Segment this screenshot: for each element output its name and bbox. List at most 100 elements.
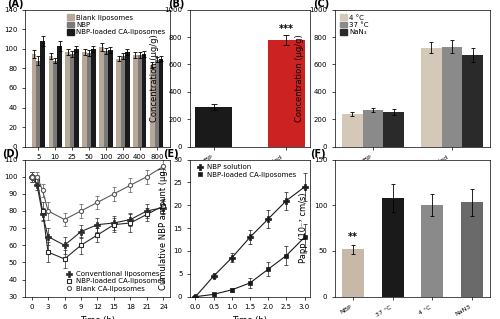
Blank CA-liposomes <box>62 218 68 221</box>
Text: (D): (D) <box>2 149 19 159</box>
Blank CA-liposomes <box>160 165 166 168</box>
NBP-loaded CA-liposomes <box>229 288 235 292</box>
Blank CA-liposomes <box>128 183 134 187</box>
Bar <box>100 47 104 147</box>
Bar <box>382 198 404 297</box>
Legend: Conventional liposomes, NBP-loaded CA-liposomes, Blank CA-liposomes: Conventional liposomes, NBP-loaded CA-li… <box>62 270 166 293</box>
Bar <box>159 59 164 147</box>
NBP-loaded CA-liposomes <box>284 254 290 257</box>
Bar <box>342 249 364 297</box>
Text: (A): (A) <box>8 0 24 9</box>
Bar <box>362 110 383 147</box>
NBP-loaded CA-liposomes <box>45 250 51 254</box>
Bar <box>48 56 53 147</box>
Text: (F): (F) <box>310 149 326 159</box>
Y-axis label: Papp (10⁻⁷ cm/s): Papp (10⁻⁷ cm/s) <box>300 193 308 263</box>
Bar <box>66 52 70 147</box>
Bar <box>138 55 142 147</box>
X-axis label: Time (h): Time (h) <box>80 316 115 319</box>
Bar <box>58 46 62 147</box>
Bar <box>70 54 74 147</box>
Legend: 4 °C, 37 °C, NaN₃: 4 °C, 37 °C, NaN₃ <box>338 13 370 37</box>
Text: **: ** <box>348 232 358 242</box>
Bar <box>87 53 91 147</box>
Bar <box>422 205 444 297</box>
Bar <box>142 54 146 147</box>
Blank CA-liposomes <box>111 192 117 196</box>
Text: (C): (C) <box>314 0 330 9</box>
Conventional liposomes <box>144 209 150 213</box>
Text: (E): (E) <box>164 149 179 159</box>
NBP solution <box>247 235 253 239</box>
NBP-loaded CA-liposomes <box>265 267 271 271</box>
Bar <box>120 56 125 147</box>
Bar <box>462 55 483 147</box>
Bar <box>442 47 462 147</box>
Blank CA-liposomes <box>28 175 34 179</box>
NBP-loaded CA-liposomes <box>192 295 198 299</box>
NBP solution <box>302 185 308 189</box>
Bar <box>342 114 362 147</box>
NBP solution <box>265 217 271 221</box>
NBP solution <box>284 199 290 203</box>
NBP-loaded CA-liposomes <box>111 223 117 226</box>
Bar <box>74 49 78 147</box>
NBP-loaded CA-liposomes <box>28 175 34 179</box>
NBP solution <box>229 256 235 260</box>
Conventional liposomes <box>111 221 117 225</box>
NBP-loaded CA-liposomes <box>34 178 40 182</box>
NBP-loaded CA-liposomes <box>302 235 308 239</box>
Conventional liposomes <box>128 218 134 221</box>
Bar <box>154 60 159 147</box>
Blank CA-liposomes <box>34 175 40 179</box>
Bar <box>53 61 58 147</box>
NBP solution <box>210 274 216 278</box>
Line: Blank CA-liposomes: Blank CA-liposomes <box>30 164 166 222</box>
NBP-loaded CA-liposomes <box>94 233 100 237</box>
Bar <box>150 65 154 147</box>
Bar <box>40 41 45 147</box>
Bar <box>268 40 304 147</box>
Bar <box>108 50 112 147</box>
Blank CA-liposomes <box>78 209 84 213</box>
Blank CA-liposomes <box>45 209 51 213</box>
Bar <box>32 54 36 147</box>
Conventional liposomes <box>28 175 34 179</box>
NBP-loaded CA-liposomes <box>160 204 166 208</box>
Bar <box>125 52 130 147</box>
Text: (B): (B) <box>168 0 185 9</box>
NBP-loaded CA-liposomes <box>210 293 216 296</box>
Line: NBP-loaded CA-liposomes: NBP-loaded CA-liposomes <box>194 235 306 299</box>
Conventional liposomes <box>78 230 84 234</box>
Legend: NBP solution, NBP-loaded CA-liposomes: NBP solution, NBP-loaded CA-liposomes <box>194 163 298 179</box>
Bar <box>134 55 138 147</box>
NBP-loaded CA-liposomes <box>78 243 84 247</box>
Conventional liposomes <box>45 235 51 239</box>
Bar <box>91 49 96 147</box>
Bar <box>82 52 87 147</box>
Legend: Blank liposomes, NBP, NBP-loaded CA-liposomes: Blank liposomes, NBP, NBP-loaded CA-lipo… <box>66 13 166 37</box>
Blank CA-liposomes <box>144 175 150 179</box>
Conventional liposomes <box>34 183 40 187</box>
Y-axis label: Cumulative NBP amount (µg): Cumulative NBP amount (µg) <box>159 167 168 290</box>
Blank CA-liposomes <box>40 189 46 192</box>
Conventional liposomes <box>160 206 166 210</box>
NBP-loaded CA-liposomes <box>128 221 134 225</box>
Bar <box>421 48 442 147</box>
NBP solution <box>192 295 198 299</box>
Y-axis label: Concentration (µg/g): Concentration (µg/g) <box>150 34 159 122</box>
Bar <box>461 203 483 297</box>
Bar <box>196 107 232 147</box>
X-axis label: Time (h): Time (h) <box>232 316 268 319</box>
Conventional liposomes <box>94 223 100 226</box>
Line: NBP solution: NBP solution <box>192 183 308 300</box>
Y-axis label: Concentration (µg/g): Concentration (µg/g) <box>295 34 304 122</box>
NBP-loaded CA-liposomes <box>62 257 68 261</box>
Bar <box>116 59 120 147</box>
Line: NBP-loaded CA-liposomes: NBP-loaded CA-liposomes <box>30 174 166 261</box>
NBP-loaded CA-liposomes <box>40 209 46 213</box>
Blank CA-liposomes <box>94 200 100 204</box>
Bar <box>383 112 404 147</box>
Line: Conventional liposomes: Conventional liposomes <box>29 174 166 248</box>
NBP-loaded CA-liposomes <box>247 281 253 285</box>
